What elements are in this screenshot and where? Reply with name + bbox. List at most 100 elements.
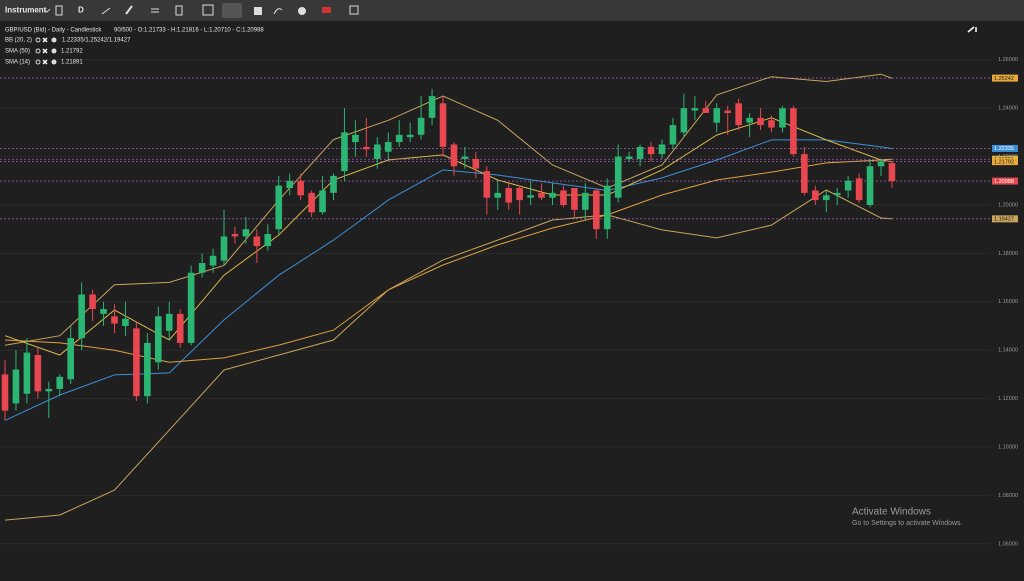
settings-icon[interactable] <box>51 48 57 54</box>
draw-tool-button[interactable] <box>125 5 133 15</box>
candle-body <box>220 236 228 261</box>
candle-body <box>812 190 819 201</box>
candle-body <box>1 374 9 411</box>
candle-body <box>790 108 797 155</box>
y-tick-label: 1.06000 <box>998 541 1018 547</box>
candle-body <box>242 229 250 237</box>
price-tag <box>992 177 1018 185</box>
candle-body <box>472 158 480 169</box>
candle-body <box>89 294 96 310</box>
candle-body <box>757 117 764 126</box>
remove-icon[interactable] <box>42 48 48 54</box>
delete-button[interactable] <box>175 5 183 16</box>
candle-body <box>888 163 896 182</box>
candle-body <box>691 108 699 111</box>
indicator-icons <box>35 59 57 65</box>
candle-body <box>165 313 173 331</box>
ohlc-summary: 90/500 - O:1.21733 - H:1.21816 - L:1.207… <box>114 28 264 34</box>
candle-body <box>866 166 874 205</box>
chart-title: GBP/USD (Bid) - Daily - Candlestick <box>5 28 102 34</box>
candle-body <box>144 342 151 397</box>
price-tag <box>992 144 1018 152</box>
candle-body <box>735 103 742 126</box>
candle-body <box>100 309 107 314</box>
candle-body <box>844 180 852 191</box>
candle-body <box>724 110 731 114</box>
candle-body <box>571 188 578 210</box>
y-tick-label: 1.24000 <box>998 106 1018 112</box>
indicator-name: BB (20, 2) <box>5 38 32 44</box>
indicator-value: 1.21891 <box>61 60 83 66</box>
indicator-icons <box>35 48 57 54</box>
indicator-value: 1.22335/1.25242/1.19427 <box>62 38 131 44</box>
visibility-icon[interactable] <box>35 48 41 54</box>
visibility-icon[interactable] <box>35 37 41 43</box>
candle-body <box>614 156 622 198</box>
candle-body <box>560 190 567 205</box>
expand-icon[interactable] <box>967 26 977 33</box>
indicator-line <box>4 139 892 421</box>
price-tag-label: 1.22335 <box>994 146 1014 152</box>
candle-body <box>877 161 885 167</box>
candle-body <box>746 117 753 123</box>
visibility-icon[interactable] <box>35 59 41 65</box>
y-tick-label: 1.16000 <box>998 299 1018 305</box>
candle-body <box>658 144 666 155</box>
layout-button[interactable] <box>202 4 214 16</box>
bars-button[interactable] <box>254 7 262 15</box>
candle-body <box>417 117 425 135</box>
candle-body <box>264 234 272 247</box>
candle-body <box>231 234 239 237</box>
settings-icon[interactable] <box>51 59 57 65</box>
candle-body <box>253 236 261 247</box>
candle-body <box>319 190 326 213</box>
candle-body <box>330 175 337 193</box>
candle-body <box>45 388 53 392</box>
line-tool-button[interactable] <box>101 7 111 15</box>
candle-body <box>198 263 206 273</box>
plot-area <box>0 59 990 545</box>
candle-body <box>516 188 523 201</box>
remove-icon[interactable] <box>42 59 48 65</box>
fullscreen-button[interactable] <box>222 3 242 18</box>
instrument-menu[interactable]: Instrument <box>5 6 47 15</box>
indicator-button[interactable] <box>151 8 159 13</box>
settings-icon[interactable] <box>51 37 57 43</box>
candle-body <box>78 294 85 339</box>
candle-body <box>286 180 293 189</box>
candle-body <box>483 171 491 198</box>
candle-body <box>549 192 556 198</box>
candle-body <box>275 185 283 230</box>
candle-body <box>603 185 611 230</box>
candle-body <box>395 134 403 143</box>
candle-body <box>461 156 469 159</box>
theme-button[interactable] <box>298 7 306 15</box>
candle-body <box>822 195 830 201</box>
candle-body <box>855 178 863 201</box>
candle-body <box>308 192 315 213</box>
chart-type-button[interactable] <box>55 5 63 16</box>
candle-body <box>428 96 436 118</box>
language-button[interactable] <box>322 7 331 13</box>
candle-body <box>122 318 129 326</box>
period-menu[interactable]: D <box>78 6 84 15</box>
candle-body <box>625 156 633 159</box>
indicator-icons <box>35 37 57 43</box>
share-button[interactable] <box>273 8 283 15</box>
candle-body <box>341 132 348 172</box>
price-tag-label: 1.19427 <box>994 217 1014 223</box>
candle-body <box>450 144 458 167</box>
window-button[interactable] <box>349 5 359 15</box>
candle-body <box>505 188 512 203</box>
watermark-text: Go to Settings to activate Windows. <box>852 520 963 527</box>
remove-icon[interactable] <box>42 37 48 43</box>
candle-body <box>636 146 644 159</box>
candle-body <box>713 108 721 123</box>
y-tick-label: 1.18000 <box>998 251 1018 257</box>
candle-body <box>67 338 74 380</box>
indicator-name: SMA (14) <box>5 60 30 66</box>
candle-body <box>176 313 184 343</box>
candle-body <box>155 316 162 363</box>
